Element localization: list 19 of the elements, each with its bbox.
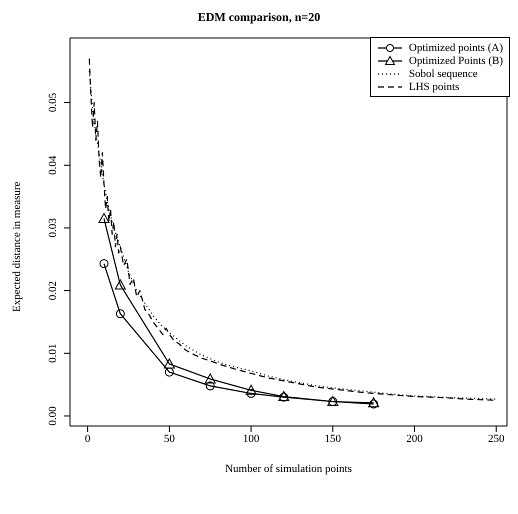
chart-title: EDM comparison, n=20 xyxy=(196,10,322,25)
legend-label: LHS points xyxy=(408,80,460,92)
y-tick-label: 0.02 xyxy=(47,280,59,300)
y-tick-label: 0.03 xyxy=(47,218,59,238)
x-tick-label: 100 xyxy=(242,432,260,445)
x-tick-label: 150 xyxy=(324,432,342,445)
x-tick-label: 50 xyxy=(164,432,176,445)
legend-label: Optimized points (A) xyxy=(408,42,503,54)
legend-label: Optimized Points (B) xyxy=(408,54,503,66)
x-tick-label: 250 xyxy=(488,432,505,445)
y-tick-label: 0.00 xyxy=(47,406,59,426)
y-tick-label: 0.04 xyxy=(47,155,59,175)
x-axis-title: Number of simulation points xyxy=(225,463,352,475)
y-tick-label: 0.01 xyxy=(47,344,59,363)
y-axis-title: Expected distance in measure xyxy=(10,181,23,312)
x-tick-label: 0 xyxy=(84,432,91,445)
x-tick-label: 200 xyxy=(406,432,424,445)
y-tick-label: 0.05 xyxy=(47,92,59,112)
legend-label: Sobol sequence xyxy=(408,68,478,80)
